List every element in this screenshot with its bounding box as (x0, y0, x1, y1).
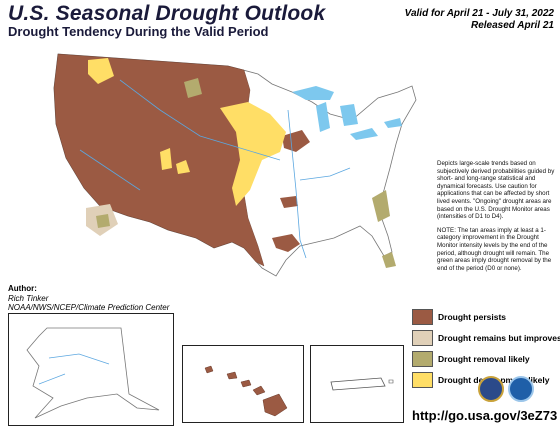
rivers (79, 79, 351, 259)
region-drought-persists-west (53, 53, 265, 267)
hawaii-islands (204, 365, 288, 417)
region-drought-development-montana (88, 58, 114, 84)
hawaii-inset (182, 345, 304, 423)
valid-dates: Valid for April 21 - July 31, 2022 (404, 8, 554, 19)
swatch-drought-persists (412, 308, 433, 325)
region-drought-persists-southeast (280, 196, 298, 208)
noaa-logo (508, 376, 534, 402)
legend-label: Drought removal likely (438, 353, 530, 364)
region-drought-removal-dakota (184, 78, 202, 98)
region-drought-persists-south (272, 234, 300, 252)
map-subtitle: Drought Tendency During the Valid Period (8, 24, 269, 39)
agency-logos (478, 376, 534, 402)
conus-map (53, 53, 417, 277)
description-note: NOTE: The tan areas imply at least a 1-c… (437, 226, 552, 272)
puerto-rico-map (330, 377, 394, 391)
author-organization: NOAA/NWS/NCEP/Climate Prediction Center (8, 303, 170, 312)
description-paragraph-1: Depicts large-scale trends based on subj… (437, 160, 555, 221)
swatch-drought-removal (412, 350, 433, 367)
region-drought-removal-florida (382, 252, 396, 268)
author-block: Author: Rich Tinker NOAA/NWS/NCEP/Climat… (8, 284, 169, 313)
swatch-drought-improves (412, 329, 433, 346)
author-name: Rich Tinker (8, 293, 49, 303)
valid-period: Valid for April 21 - July 31, 2022 Relea… (405, 8, 554, 32)
puerto-rico-inset (310, 345, 404, 423)
hawaii-map (204, 365, 288, 417)
region-drought-persists-lakes (282, 130, 310, 152)
region-drought-removal-arizona (96, 214, 110, 228)
usda-logo (478, 376, 504, 402)
author-heading: Author: (8, 284, 37, 293)
legend-item-drought-persists: Drought persists (412, 306, 558, 327)
region-drought-development-plains (220, 102, 286, 206)
map-title: U.S. Seasonal Drought Outlook (8, 2, 326, 25)
virgin-islands (388, 379, 394, 384)
legend-item-drought-removal: Drought removal likely (412, 348, 558, 369)
region-drought-development-colorado (176, 160, 190, 174)
outlook-description: Depicts large-scale trends based on subj… (437, 160, 557, 278)
release-date: Released April 21 (470, 20, 554, 31)
legend-label: Drought remains but improves (438, 332, 560, 343)
region-drought-removal-carolinas (372, 190, 390, 222)
alaska-map (26, 327, 160, 419)
puerto-rico-island (330, 377, 386, 391)
alaska-land (26, 327, 160, 419)
swatch-drought-development (412, 371, 433, 388)
alaska-inset (8, 313, 174, 426)
region-drought-development-wyoming (160, 148, 172, 170)
alaska-rivers (38, 353, 110, 385)
great-lakes (292, 86, 402, 140)
outlook-url[interactable]: http://go.usa.gov/3eZ73 (412, 408, 558, 423)
legend-item-drought-improves: Drought remains but improves (412, 327, 560, 348)
legend-label: Drought persists (438, 311, 507, 322)
